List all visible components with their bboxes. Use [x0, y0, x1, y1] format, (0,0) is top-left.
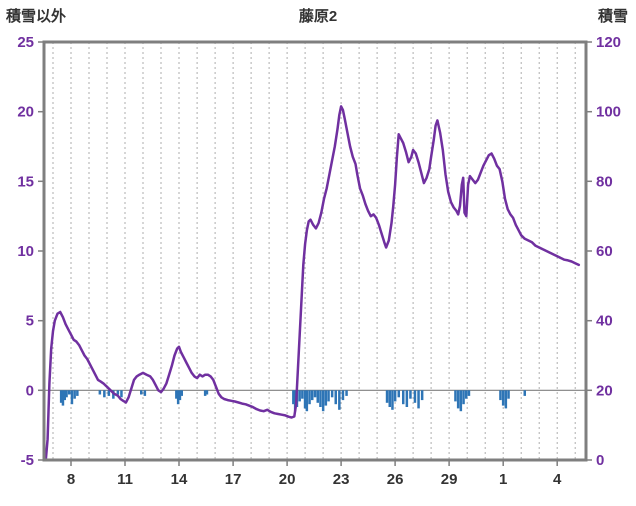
svg-text:26: 26	[387, 471, 404, 488]
svg-text:5: 5	[26, 313, 34, 330]
svg-text:-5: -5	[21, 452, 34, 469]
svg-text:20: 20	[279, 471, 296, 488]
svg-text:20: 20	[596, 382, 613, 399]
svg-text:17: 17	[225, 471, 242, 488]
svg-text:4: 4	[553, 471, 562, 488]
svg-text:0: 0	[596, 452, 604, 469]
svg-text:1: 1	[499, 471, 507, 488]
svg-text:80: 80	[596, 173, 613, 190]
svg-text:0: 0	[26, 382, 34, 399]
right-axis-title: 積雪	[597, 8, 628, 25]
svg-text:15: 15	[17, 173, 34, 190]
svg-text:29: 29	[441, 471, 458, 488]
chart-title: 藤原2	[298, 8, 338, 25]
svg-text:60: 60	[596, 243, 613, 260]
left-axis-title: 積雪以外	[6, 8, 67, 25]
snow-depth-line	[44, 105, 581, 462]
svg-text:25: 25	[17, 34, 34, 51]
svg-text:20: 20	[17, 104, 34, 121]
svg-text:40: 40	[596, 313, 613, 330]
svg-text:120: 120	[596, 34, 621, 51]
right-axis-labels: 120 100 80 60 40 20 0	[596, 34, 621, 469]
svg-text:11: 11	[117, 471, 133, 488]
svg-text:14: 14	[171, 471, 188, 488]
svg-text:8: 8	[67, 471, 75, 488]
left-axis-labels: 25 20 15 10 5 0 -5	[17, 34, 34, 469]
svg-text:23: 23	[333, 471, 350, 488]
svg-text:100: 100	[596, 104, 621, 121]
svg-text:10: 10	[17, 243, 34, 260]
axis-ticks	[38, 41, 592, 466]
x-axis-labels: 8 11 14 17 20 23 26 29 1 4	[67, 471, 562, 488]
